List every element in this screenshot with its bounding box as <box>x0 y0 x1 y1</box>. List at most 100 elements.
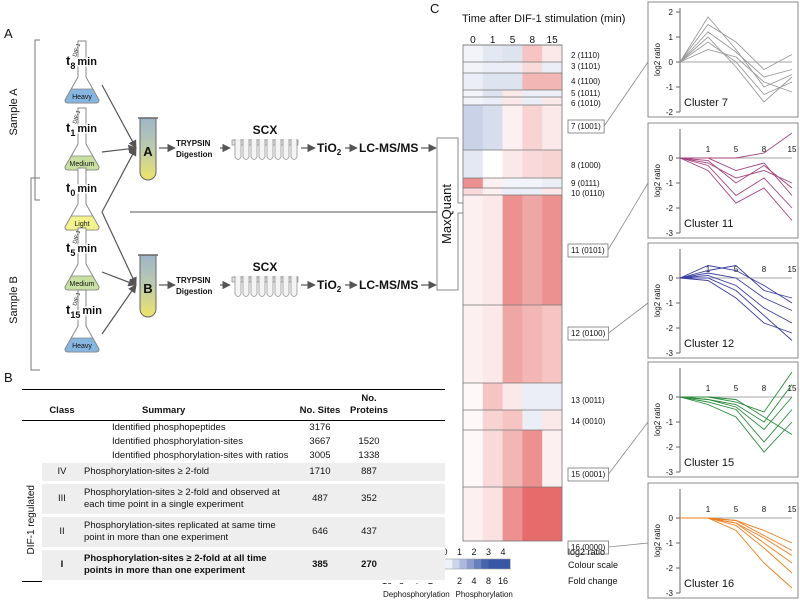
cluster-label: 12 (0100) <box>571 329 606 338</box>
heatmap-cell <box>542 195 563 305</box>
header-cell: Summary <box>82 389 297 421</box>
time-label: 8 <box>530 35 536 46</box>
y-axis-label: log2 ratio <box>653 164 662 197</box>
class-cell <box>42 435 82 449</box>
cluster-box <box>567 119 605 134</box>
tio-label: TiO2 <box>317 278 342 294</box>
panel-letter: A <box>4 26 13 41</box>
time-t: t <box>66 120 71 135</box>
panel-letter: B <box>4 370 13 385</box>
heatmap-cell <box>522 62 543 73</box>
pos-label: Phosphorylation <box>456 590 513 599</box>
sample-bracket <box>34 39 40 201</box>
profile-frame <box>647 242 799 359</box>
y-tick-label: 1 <box>669 33 674 42</box>
profile-line <box>679 36 793 103</box>
profile-line <box>679 31 793 78</box>
spare-cell <box>395 435 445 449</box>
tio-label: TiO2 <box>317 141 342 157</box>
fold-label: 2 <box>457 576 462 586</box>
heatmap-cell <box>482 105 503 150</box>
time-label: 5 <box>510 35 516 46</box>
heatmap-cell <box>482 383 503 410</box>
proteins-cell: 270 <box>343 548 395 583</box>
heatmap-cell <box>522 305 543 383</box>
y-tick-label: -2 <box>666 204 674 213</box>
y-tick-label: 0 <box>669 514 674 523</box>
proteins-cell <box>343 421 395 436</box>
rack-tube <box>266 276 274 297</box>
sample-tube <box>139 117 157 181</box>
connector <box>608 542 649 548</box>
y-tick-label: -2 <box>666 108 674 117</box>
y-tick-label: 0 <box>669 154 674 163</box>
y-tick-label: -3 <box>666 468 674 477</box>
time-unit: min <box>77 243 97 255</box>
heatmap-cell <box>502 62 523 73</box>
header-cell <box>22 389 42 421</box>
maxquant-label: MaxQuant <box>439 184 454 244</box>
time-unit: min <box>77 183 97 195</box>
heatmap-cell <box>463 195 484 305</box>
class-cell <box>42 421 82 436</box>
y-axis-label: log2 ratio <box>653 403 662 436</box>
neg-label: Dephosphorylation <box>383 590 450 599</box>
heatmap-cell <box>463 383 484 410</box>
flask-label: Light <box>74 221 89 228</box>
heatmap-cell <box>542 150 563 178</box>
heatmap-cell <box>542 62 563 73</box>
y-tick-label: -3 <box>666 589 674 598</box>
heatmap-cell <box>522 195 543 305</box>
y-tick-label: -1 <box>666 539 674 548</box>
colour-bar-cell <box>495 559 504 569</box>
x-tick-label: 5 <box>734 265 739 274</box>
summary-cell: Phosphorylation-sites ≥ 2-fold <box>82 463 297 484</box>
fold-label: 4 <box>471 576 476 586</box>
y-tick-label: -2 <box>666 443 674 452</box>
y-tick-label: 0 <box>669 274 674 283</box>
legend-scale: Colour scale <box>568 560 618 570</box>
arrow <box>101 284 137 335</box>
profile-frame <box>647 1 799 118</box>
summary-cell: Phosphorylation-sites replicated at same… <box>82 515 297 550</box>
heatmap-cell <box>502 195 523 305</box>
cluster-label: 8 (1000) <box>571 161 601 170</box>
cluster-label: 11 (0101) <box>571 246 605 255</box>
group-label: DIF-1 regulated <box>26 485 37 555</box>
cluster-box <box>567 540 609 555</box>
sites-cell: 3667 <box>309 436 331 447</box>
heatmap-cell <box>502 45 523 62</box>
heatmap-cell <box>482 73 503 90</box>
cluster-name: Cluster 12 <box>684 338 734 350</box>
heatmap-cell <box>463 97 484 105</box>
tube-label: B <box>143 281 152 296</box>
digestion-label: Digestion <box>176 150 213 159</box>
summary-table-wrap: Class Summary No. Sites No. Proteins Identi… <box>22 389 445 583</box>
table-row: Identified phosphopeptides 3176 <box>22 421 445 436</box>
profile-line <box>679 41 793 96</box>
profile-line <box>679 396 793 431</box>
legend-tick: 4 <box>500 547 505 557</box>
heatmap-cell <box>542 178 563 188</box>
cluster-label: 6 (1010) <box>571 99 601 108</box>
rack-tube <box>282 276 290 297</box>
sites-cell: 3176 <box>309 422 331 433</box>
heatmap-cell <box>522 45 543 62</box>
y-tick-label: -3 <box>666 349 674 358</box>
heatmap-cell <box>502 73 523 90</box>
header-cell <box>395 389 445 421</box>
x-tick-label: 1 <box>706 265 711 274</box>
connector <box>603 61 649 127</box>
cluster-label: 10 (0110) <box>571 189 605 198</box>
time-label: t0 min <box>66 180 97 198</box>
dif-label: DIF-1 <box>72 292 82 307</box>
table-body: Identified phosphopeptides 3176 Identified… <box>22 421 445 583</box>
side-cell: DIF-1 regulated <box>22 463 42 582</box>
heatmap-cell <box>482 90 503 97</box>
header-row: Class Summary No. Sites No. Proteins <box>22 389 445 421</box>
connector <box>607 182 649 251</box>
heatmap-cell <box>482 410 503 430</box>
time-label: 1 <box>490 35 496 46</box>
